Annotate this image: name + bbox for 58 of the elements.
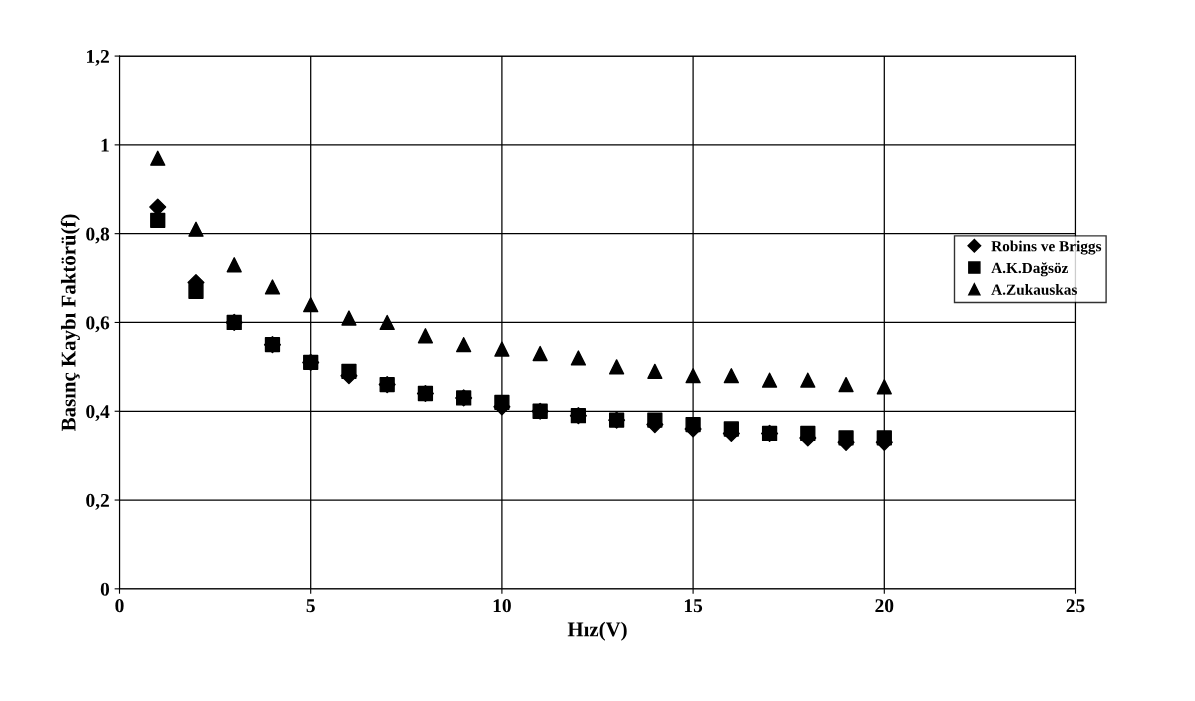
point [417,385,434,402]
point [761,425,778,442]
legend-label: Robins ve Briggs [991,240,1102,255]
point [761,372,778,388]
point [456,337,472,353]
y-tick-label: 0,4 [86,405,110,422]
y-tick-label: 0,6 [86,316,110,333]
x-tick-label: 25 [1066,599,1085,613]
point [570,408,587,424]
point [303,354,319,371]
point [226,257,242,273]
point [379,376,395,393]
y-tick-label: 1 [101,138,109,152]
point [723,368,739,384]
point [532,345,548,362]
legend-label: A.K.Dağsöz [991,262,1069,277]
point [647,412,663,428]
point [150,150,166,166]
y-axis-title: Basınç Kaybı Faktörü(f) [60,214,80,431]
legend-label: A.Zukauskas [991,284,1077,295]
point [188,221,204,237]
point [264,337,281,353]
point [456,390,472,406]
point [188,283,204,300]
y-tick-label: 1,2 [87,49,109,66]
point [838,430,854,446]
point [417,328,434,344]
point [876,379,892,395]
point [226,314,242,331]
point [494,394,510,411]
point [341,310,357,326]
point [150,212,166,228]
point [800,425,816,442]
point [800,372,816,388]
x-tick-label: 5 [306,599,315,613]
point [647,363,663,379]
x-tick-label: 0 [115,599,124,613]
point [264,279,281,295]
point [532,403,548,419]
point [379,314,395,331]
point [723,421,739,437]
x-tick-label: 20 [875,599,894,613]
point [494,341,510,357]
point [608,412,625,428]
x-tick-label: 15 [684,599,703,613]
point [341,363,357,379]
point [303,297,319,313]
y-tick-label: 0 [100,582,110,596]
point [685,416,701,433]
point [838,376,854,393]
point [570,350,587,366]
x-tick-label: 10 [493,599,511,613]
point [685,368,701,384]
point [876,430,892,446]
x-axis-title: Hız(V) [567,621,627,641]
y-tick-label: 0,8 [86,227,110,244]
point [608,359,625,375]
y-tick-label: 0,2 [86,493,109,510]
